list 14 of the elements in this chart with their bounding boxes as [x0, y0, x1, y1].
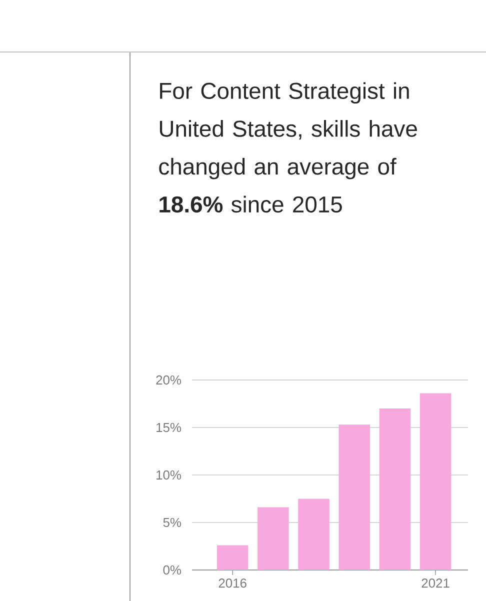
y-tick-label: 15%: [156, 422, 182, 432]
bar: [216, 545, 248, 570]
bar: [258, 507, 289, 570]
bar: [298, 498, 330, 570]
bar: [420, 393, 452, 570]
y-tick-label: 5%: [163, 518, 182, 528]
x-tick-label: 2016: [218, 578, 246, 588]
x-tick-label: 2021: [422, 578, 450, 588]
bar: [338, 424, 370, 570]
y-tick-label: 20%: [156, 375, 182, 385]
chart-title: For Content Strategist in United States, skills have changed an average of 18.6% since 2015: [159, 82, 417, 213]
bar: [379, 408, 411, 570]
y-tick-label: 10%: [156, 470, 182, 480]
y-tick-label: 0%: [163, 565, 182, 575]
